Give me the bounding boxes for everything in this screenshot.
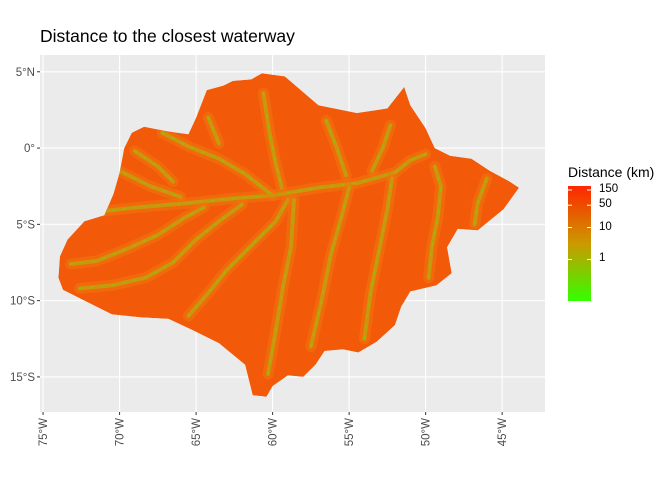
waterway-line [324, 118, 349, 178]
waterway-line [132, 149, 176, 184]
x-tick-label: 65°W [191, 418, 203, 446]
x-tick-label: 75°W [38, 418, 50, 446]
legend-title: Distance (km) [568, 164, 655, 180]
y-tick-label: 10°S [10, 296, 35, 308]
waterway-near-cells [310, 187, 350, 347]
y-tick-label: 15°S [10, 372, 35, 384]
waterway-near-cells [187, 199, 289, 317]
x-tick-label: 50°W [421, 418, 433, 446]
waterway-near-cells [267, 199, 295, 375]
region-raster [58, 73, 520, 397]
y-axis-ticks: 5°N 0° 5°S 10°S 15°S [10, 67, 40, 384]
x-axis-ticks: 75°W 70°W 65°W 60°W 55°W 50°W 45°W [38, 412, 509, 446]
waterway-near-cells [474, 178, 488, 225]
map-title: Distance to the closest waterway [40, 26, 295, 46]
legend-colorbar [568, 186, 591, 301]
legend-ticks [568, 189, 591, 260]
legend-label: 150 [599, 182, 619, 195]
legend-label: 50 [599, 198, 612, 211]
y-tick-label: 5°N [16, 67, 35, 79]
waterway-near-cells [428, 165, 442, 279]
waterway-near-cells [70, 207, 205, 265]
x-tick-label: 70°W [115, 418, 127, 446]
waterway-near-cells [371, 124, 391, 172]
waterway-line [77, 152, 428, 216]
waterway-line [362, 176, 394, 341]
x-tick-label: 45°W [497, 418, 509, 446]
y-tick-label: 5°S [16, 219, 35, 231]
waterway-corridors [65, 87, 493, 380]
waterway-line [111, 165, 183, 199]
waterway-near-cells [262, 92, 283, 189]
waterway-near-cells [207, 117, 220, 145]
y-tick-label: 0° [24, 143, 35, 155]
x-tick-label: 60°W [268, 418, 280, 446]
waterway-line [160, 130, 275, 198]
legend-label: 1 [599, 252, 606, 265]
waterway-line [77, 202, 244, 291]
x-tick-label: 55°W [344, 418, 356, 446]
legend-label: 10 [599, 220, 612, 233]
